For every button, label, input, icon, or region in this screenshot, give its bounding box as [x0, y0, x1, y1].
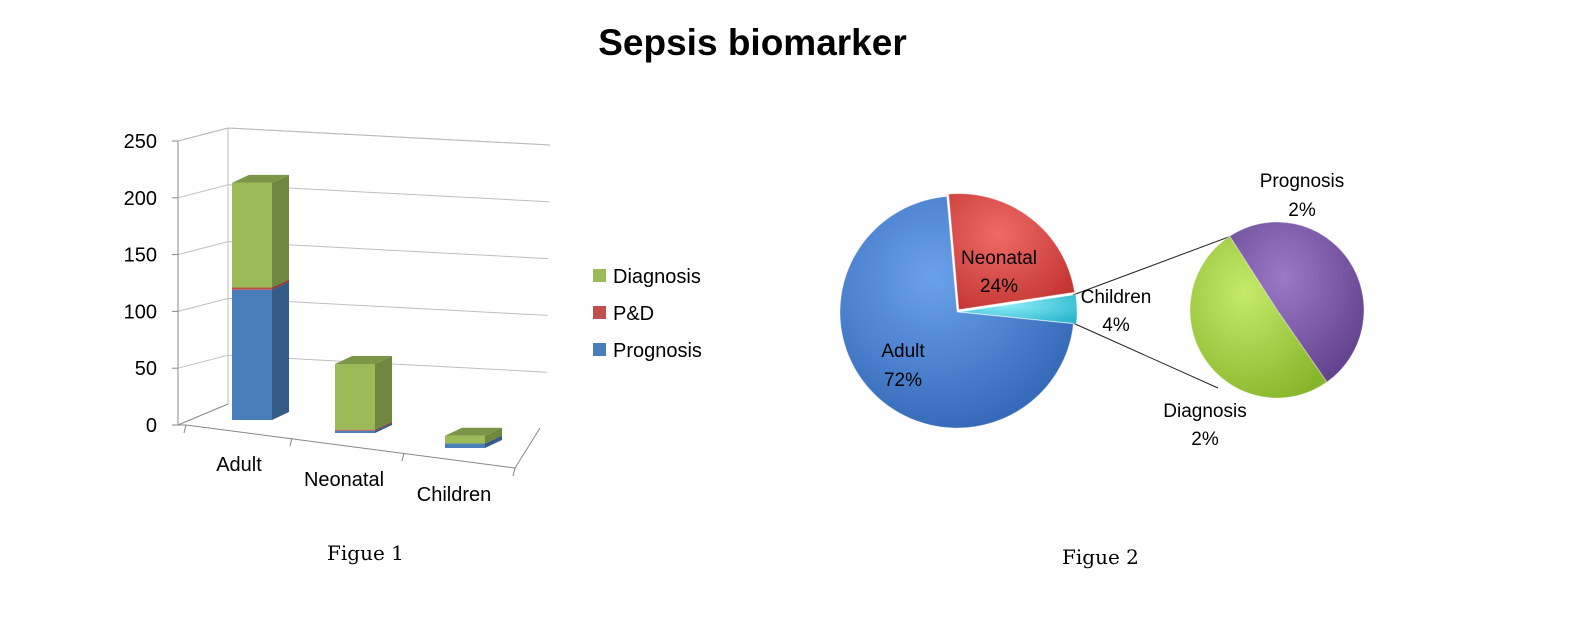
bar-side — [375, 421, 392, 431]
main-pie — [839, 193, 1078, 429]
sub-pie-label-prognosis: Prognosis — [1260, 171, 1345, 192]
bar-segment-diagnosis — [445, 435, 485, 444]
figure2-caption: Figue 2 — [1062, 545, 1139, 569]
bar-side — [272, 281, 289, 420]
y-tick-label: 0 — [146, 415, 157, 437]
category-label: Adult — [216, 454, 262, 476]
bar-side — [375, 422, 392, 433]
legend-swatch — [593, 343, 606, 356]
y-tick-label: 150 — [124, 245, 157, 267]
legend-swatch — [593, 306, 606, 319]
connector-line — [1072, 231, 1243, 296]
secondary-pie — [1189, 221, 1365, 399]
y-axis-ticks: 0 50 100 150 200 250 — [124, 131, 178, 437]
pie-labels: Neonatal 24% Children 4% Adult 72% Prognosis 2%… — [881, 171, 1344, 450]
bar-segment-prognosis — [445, 443, 485, 448]
category-label: Neonatal — [304, 469, 384, 491]
legend-label: Prognosis — [613, 340, 702, 362]
sub-pie-slice-prognosis — [1228, 221, 1365, 383]
pie-label-adult: Adult — [881, 341, 925, 362]
pie-label-children: Children — [1081, 287, 1152, 308]
legend-label: Diagnosis — [613, 266, 701, 288]
pie-slice-adult — [839, 195, 1074, 429]
sub-pie-pct-diagnosis: 2% — [1191, 429, 1219, 450]
pie-chart: Neonatal 24% Children 4% Adult 72% Prognosis 2%… — [839, 171, 1365, 450]
bar-chart: 0 50 100 150 200 250 Adult Neonatal Children Di… — [124, 127, 702, 506]
x-tick-mark — [289, 437, 293, 447]
figure1-caption: Figue 1 — [327, 541, 404, 565]
y-tick-label: 200 — [124, 188, 157, 210]
bar-side — [485, 435, 502, 448]
bar-segment-pandd — [335, 429, 375, 431]
pie-slice-neonatal — [948, 193, 1076, 311]
bar-segment-prognosis — [335, 430, 375, 433]
y-tick-label: 100 — [124, 301, 157, 323]
side-floor-edge — [177, 403, 229, 426]
bars — [232, 174, 502, 448]
y-tick-label: 250 — [124, 131, 157, 153]
category-labels: Adult Neonatal Children — [183, 424, 516, 506]
bar-top — [335, 355, 392, 364]
bar-side — [375, 355, 392, 430]
bar-side — [272, 174, 289, 288]
top-edge — [177, 127, 551, 146]
bar-top — [445, 427, 502, 436]
x-tick-mark — [183, 424, 187, 434]
legend-label: P&D — [613, 303, 654, 325]
x-tick-mark — [401, 452, 405, 462]
x-tick-mark — [512, 467, 516, 477]
pie-connectors — [1072, 231, 1243, 389]
sub-pie-label-diagnosis: Diagnosis — [1163, 401, 1246, 422]
page-title: Sepsis biomarker — [598, 22, 907, 63]
legend: Diagnosis P&D Prognosis — [593, 266, 702, 362]
bar-segment-diagnosis — [335, 363, 375, 430]
connector-line — [1072, 322, 1219, 389]
pie-pct-neonatal: 24% — [980, 276, 1018, 297]
back-wall-edge — [177, 141, 186, 426]
legend-swatch — [593, 269, 606, 282]
bar-top — [232, 174, 289, 183]
sub-pie-pct-prognosis: 2% — [1288, 200, 1316, 221]
pie-pct-children: 4% — [1102, 315, 1130, 336]
sub-pie-slice-diagnosis — [1189, 235, 1328, 399]
bar-side — [272, 279, 289, 290]
bar-side — [485, 427, 502, 444]
category-label: Children — [417, 484, 491, 506]
bar-segment-pandd — [232, 287, 272, 290]
pie-slice-children — [959, 294, 1078, 325]
pie-label-neonatal: Neonatal — [961, 248, 1037, 269]
bar-segment-diagnosis — [232, 182, 272, 288]
pie-pct-adult: 72% — [884, 370, 922, 391]
bar-segment-prognosis — [232, 289, 272, 420]
y-tick-label: 50 — [135, 358, 157, 380]
